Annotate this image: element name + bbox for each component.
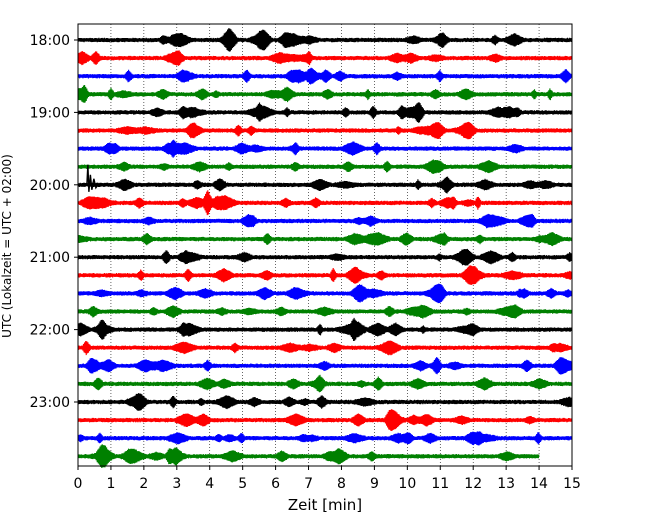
x-tick-label: 5	[238, 476, 247, 492]
trace-1800	[77, 28, 573, 52]
plot-frame	[77, 23, 573, 467]
trace-2300	[77, 393, 573, 411]
trace-2245	[77, 374, 573, 393]
trace-1830	[77, 67, 573, 85]
trace-2100	[77, 248, 573, 266]
y-tick-label: 20:00	[30, 178, 70, 194]
trace-1815	[77, 50, 573, 66]
x-tick-label: 15	[563, 476, 581, 492]
y-tick-label: 18:00	[30, 33, 70, 49]
trace-1900	[77, 102, 573, 123]
trace-2215	[77, 340, 573, 356]
x-tick-label: 2	[139, 476, 148, 492]
event-spike	[86, 164, 99, 192]
trace-2015	[77, 190, 573, 216]
trace-2045	[77, 232, 573, 247]
seismic-traces	[77, 28, 573, 468]
x-tick-label: 11	[431, 476, 449, 492]
trace-2145	[77, 304, 573, 319]
trace-2200	[77, 317, 573, 341]
x-tick-label: 12	[464, 476, 482, 492]
x-axis-ticks: 0 1 2 3 4 5 6 7 8 9 10 11 12 13 14 15	[74, 466, 581, 492]
x-axis-label: Zeit [min]	[288, 496, 362, 514]
x-tick-label: 0	[74, 476, 83, 492]
trace-2315	[77, 409, 573, 431]
x-tick-label: 9	[370, 476, 379, 492]
trace-1915	[77, 121, 573, 140]
x-tick-label: 3	[172, 476, 181, 492]
trace-2115	[77, 265, 573, 286]
trace-2330	[77, 431, 573, 446]
y-tick-label: 21:00	[30, 250, 70, 266]
x-tick-label: 4	[205, 476, 214, 492]
y-axis-label: UTC (Lokalzeit = UTC + 02:00)	[0, 154, 14, 338]
trace-1845	[77, 85, 573, 103]
trace-2000	[77, 176, 573, 194]
x-tick-label: 7	[304, 476, 313, 492]
x-tick-label: 1	[106, 476, 115, 492]
trace-2030	[77, 213, 573, 229]
y-tick-label: 19:00	[30, 105, 70, 121]
x-tick-label: 14	[530, 476, 548, 492]
y-tick-label: 22:00	[30, 323, 70, 339]
x-tick-label: 8	[337, 476, 346, 492]
trace-2345	[77, 444, 540, 468]
y-axis-ticks: 18:00 19:00 20:00 21:00 22:00 23:00	[30, 33, 78, 411]
y-tick-label: 23:00	[30, 395, 70, 411]
trace-2230	[77, 357, 573, 375]
x-tick-label: 13	[497, 476, 515, 492]
trace-1930	[77, 139, 573, 158]
trace-1945	[77, 159, 573, 174]
trace-2130	[77, 283, 573, 304]
x-tick-label: 6	[271, 476, 280, 492]
x-tick-label: 10	[398, 476, 416, 492]
